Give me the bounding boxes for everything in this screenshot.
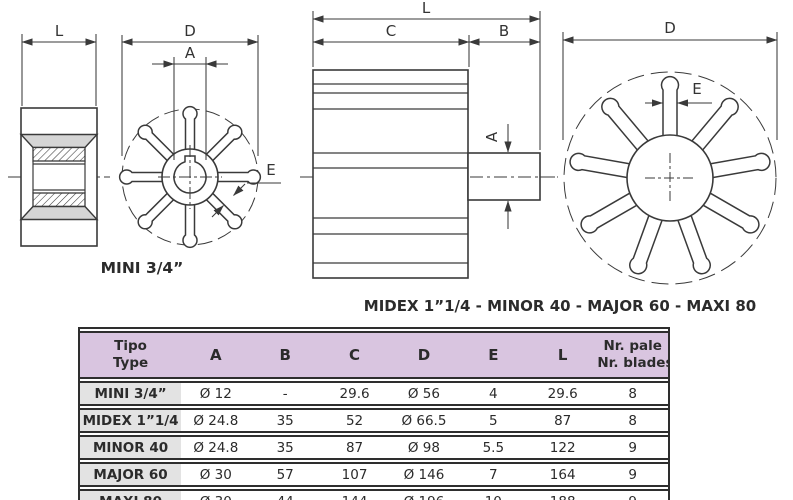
cell-D: Ø 196 (389, 489, 459, 500)
dim-label-A: A (185, 44, 196, 62)
col-header-A: A (181, 331, 251, 379)
table-row: MAXI 80 Ø 30 44 144 Ø 196 10 188 9 (80, 489, 668, 500)
dimension-L-mini (21, 34, 97, 106)
row-label: MINI 3/4” (80, 381, 182, 406)
cell-E: 5 (458, 408, 528, 433)
dimension-D-mini (121, 35, 259, 156)
dim-label-L: L (422, 0, 431, 17)
cell-L: 122 (528, 435, 598, 460)
cell-A: Ø 30 (181, 489, 251, 500)
dimension-D-large (562, 32, 778, 140)
row-label: MINOR 40 (80, 435, 182, 460)
cell-D: Ø 66.5 (389, 408, 459, 433)
dim-label-D: D (664, 19, 676, 37)
cell-B: 35 (250, 408, 320, 433)
dim-label-C: C (386, 22, 396, 40)
cell-E: 7 (458, 462, 528, 487)
dim-label-B: B (499, 22, 509, 40)
table-row: MINOR 40 Ø 24.8 35 87 Ø 98 5.5 122 9 (80, 435, 668, 460)
dimension-E-mini (211, 182, 281, 218)
cell-blades: 9 (597, 435, 668, 460)
table-row: MINI 3/4” Ø 12 - 29.6 Ø 56 4 29.6 8 (80, 381, 668, 406)
dim-label-L: L (55, 22, 64, 40)
col-header-C: C (319, 331, 390, 379)
cell-C: 144 (319, 489, 390, 500)
mini-side-view: L (8, 22, 110, 247)
cell-A: Ø 24.8 (181, 435, 251, 460)
large-side-view: L C B A (300, 0, 558, 279)
cell-A: Ø 12 (181, 381, 251, 406)
dimension-A-mini (152, 57, 228, 160)
cell-blades: 9 (597, 489, 668, 500)
col-header-blades: Nr. pale Nr. blades (597, 331, 668, 379)
cell-C: 107 (319, 462, 390, 487)
hub-insert-hatch-bottom (32, 192, 86, 208)
hub-insert-hatch-top (32, 146, 86, 162)
cell-D: Ø 56 (389, 381, 459, 406)
blade-edge-lines (313, 83, 468, 264)
cell-C: 87 (319, 435, 390, 460)
dim-label-D: D (184, 22, 196, 40)
cell-E: 4 (458, 381, 528, 406)
dim-label-E: E (692, 80, 701, 98)
col-header-B: B (250, 331, 320, 379)
mini-caption: MINI 3/4” (101, 259, 184, 277)
cell-C: 52 (319, 408, 390, 433)
nr-blades-label: Nr. blades (597, 355, 668, 371)
cell-E: 5.5 (458, 435, 528, 460)
cell-blades: 8 (597, 381, 668, 406)
header-row: Tipo Type A B C D E L Nr. pale Nr. blade… (80, 331, 668, 379)
cell-B: - (250, 381, 320, 406)
cell-E: 10 (458, 489, 528, 500)
table-row: MAJOR 60 Ø 30 57 107 Ø 146 7 164 9 (80, 462, 668, 487)
col-header-E: E (458, 331, 528, 379)
cell-A: Ø 30 (181, 462, 251, 487)
hub-flange-top (19, 133, 99, 149)
series-caption: MIDEX 1”1/4 - MINOR 40 - MAJOR 60 - MAXI… (364, 297, 756, 315)
dimension-C-B (312, 35, 541, 67)
col-header-L: L (528, 331, 598, 379)
cell-L: 29.6 (528, 381, 598, 406)
cell-B: 57 (250, 462, 320, 487)
row-label: MIDEX 1”1/4 (80, 408, 182, 433)
large-front-view: D E (562, 19, 778, 285)
spec-table: Tipo Type A B C D E L Nr. pale Nr. blade… (78, 327, 670, 500)
col-header-tipo: Tipo Type (80, 331, 182, 379)
cell-blades: 8 (597, 408, 668, 433)
impeller-body (312, 69, 469, 279)
table-row: MIDEX 1”1/4 Ø 24.8 35 52 Ø 66.5 5 87 8 (80, 408, 668, 433)
nr-pale-label: Nr. pale (603, 338, 662, 355)
dim-label-E: E (266, 161, 275, 179)
row-label: MAJOR 60 (80, 462, 182, 487)
mini-front-view: D A E (118, 22, 281, 249)
cell-B: 35 (250, 435, 320, 460)
outer-diameter-phantom (563, 71, 777, 285)
type-label: Type (112, 355, 149, 371)
row-label: MAXI 80 (80, 489, 182, 500)
cell-blades: 9 (597, 462, 668, 487)
cell-D: Ø 98 (389, 435, 459, 460)
hub-flange-bottom (19, 205, 99, 221)
cell-A: Ø 24.8 (181, 408, 251, 433)
cell-D: Ø 146 (389, 462, 459, 487)
dim-label-A: A (483, 131, 501, 142)
cell-B: 44 (250, 489, 320, 500)
col-header-D: D (389, 331, 459, 379)
cell-L: 188 (528, 489, 598, 500)
tipo-label: Tipo (114, 338, 147, 355)
cell-L: 87 (528, 408, 598, 433)
cell-L: 164 (528, 462, 598, 487)
cell-C: 29.6 (319, 381, 390, 406)
